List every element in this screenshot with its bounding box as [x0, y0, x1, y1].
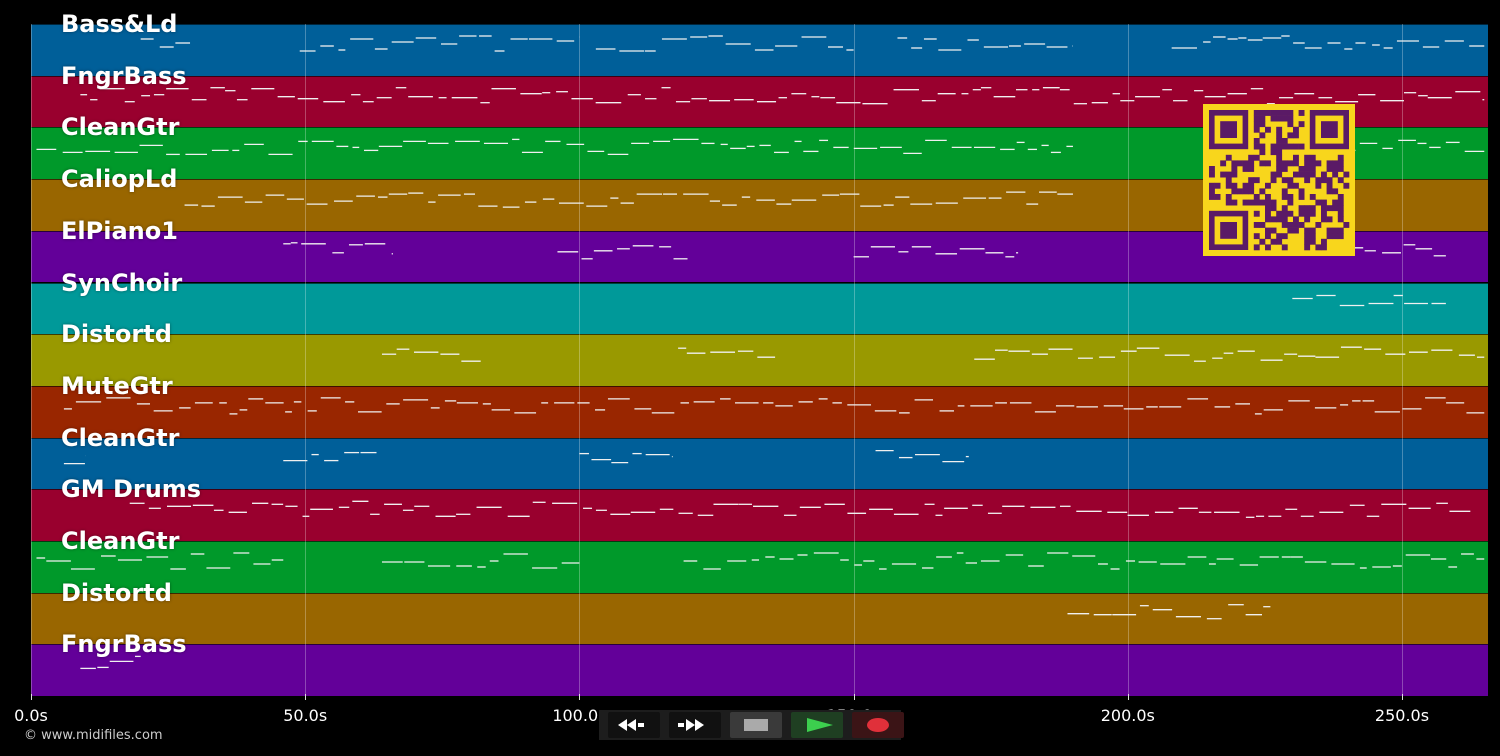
stop-icon: [744, 719, 768, 731]
axis-tick: [31, 694, 32, 700]
track-lane[interactable]: [31, 644, 1488, 697]
copyright-text: © www.midifiles.com: [24, 728, 163, 743]
track-name-label: CaliopLd: [61, 165, 178, 194]
track-lane[interactable]: [31, 385, 1488, 438]
qr-code-image: [1203, 104, 1355, 256]
grid-line: [1127, 24, 1129, 694]
track-name-label: SynChoir: [61, 268, 183, 297]
axis-tick: [853, 694, 855, 700]
qr-code-icon: [1209, 110, 1350, 251]
track-name-label: Distortd: [61, 578, 172, 607]
axis-tick: [305, 694, 307, 700]
track-name-label: CleanGtr: [61, 423, 180, 452]
axis-tick: [1402, 694, 1403, 700]
grid-line: [579, 24, 581, 694]
stop-button[interactable]: [730, 712, 782, 738]
axis-tick-label: 100.0s: [552, 706, 607, 725]
grid-line: [31, 24, 32, 694]
axis-tick-label: 50.0s: [283, 706, 328, 725]
track-lane[interactable]: [31, 282, 1488, 335]
track-lane[interactable]: [31, 541, 1488, 593]
track-lane[interactable]: [31, 489, 1488, 541]
record-button[interactable]: [852, 712, 904, 738]
axis-tick-label: 250.0s: [1374, 706, 1430, 725]
fast-forward-icon: [678, 719, 704, 731]
axis-tick-label: 0.0s: [14, 706, 48, 725]
track-lane[interactable]: [31, 592, 1488, 645]
track-name-label: Bass&Ld: [61, 10, 178, 38]
track-name-label: CleanGtr: [61, 113, 180, 142]
track-name-label: GM Drums: [61, 475, 202, 504]
rewind-button[interactable]: [608, 712, 660, 738]
fast-forward-button[interactable]: [669, 712, 721, 738]
grid-line: [853, 24, 855, 694]
transport-controls: [599, 710, 904, 740]
track-name-label: CleanGtr: [61, 527, 180, 555]
track-name-label: Distortd: [61, 320, 172, 349]
axis-tick: [579, 694, 581, 700]
axis-tick: [1127, 694, 1129, 700]
play-button[interactable]: [791, 712, 843, 738]
grid-line: [305, 24, 307, 694]
axis-tick-label: 200.0s: [1100, 706, 1155, 725]
grid-line: [1402, 24, 1403, 694]
rewind-icon: [618, 719, 644, 731]
track-lane[interactable]: [31, 437, 1488, 490]
track-name-label: FngrBass: [61, 630, 187, 659]
play-icon: [807, 718, 833, 732]
track-name-label: FngrBass: [61, 61, 187, 90]
track-name-label: MuteGtr: [61, 371, 173, 400]
record-icon: [867, 718, 889, 732]
track-name-label: ElPiano1: [61, 216, 178, 245]
track-lane[interactable]: [31, 334, 1488, 386]
